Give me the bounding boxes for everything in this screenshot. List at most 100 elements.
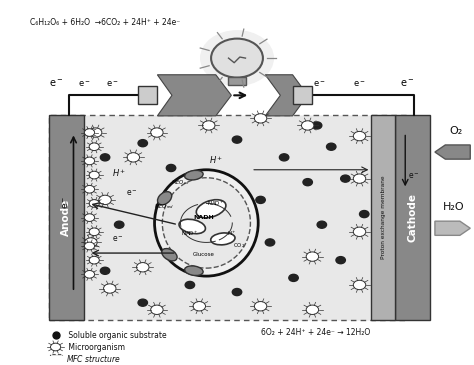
Circle shape [317, 221, 327, 228]
Circle shape [201, 31, 273, 85]
Text: e$^-$: e$^-$ [106, 79, 118, 89]
Text: $\mathit{MFC\ structure}$: $\mathit{MFC\ structure}$ [66, 353, 121, 364]
Bar [371, 115, 395, 320]
Circle shape [138, 140, 147, 147]
Bar [395, 115, 430, 320]
Circle shape [185, 281, 195, 288]
Circle shape [89, 143, 100, 150]
Circle shape [211, 39, 263, 78]
Text: e$^-$: e$^-$ [126, 189, 138, 198]
Ellipse shape [162, 178, 250, 268]
Text: H$^+$: H$^+$ [228, 229, 237, 238]
FancyArrow shape [435, 221, 470, 235]
Circle shape [51, 343, 61, 351]
Ellipse shape [185, 266, 203, 276]
Circle shape [99, 195, 111, 204]
Circle shape [84, 185, 95, 193]
Circle shape [312, 122, 322, 129]
Circle shape [100, 267, 110, 274]
Circle shape [327, 143, 336, 150]
Circle shape [84, 242, 95, 250]
Circle shape [89, 171, 100, 179]
Text: e$^-$: e$^-$ [48, 78, 63, 89]
Text: NADH: NADH [194, 215, 214, 220]
Text: e$^-$: e$^-$ [112, 235, 124, 245]
Circle shape [90, 128, 102, 137]
Bar [137, 87, 157, 104]
Text: e$^-$: e$^-$ [353, 79, 366, 89]
Circle shape [84, 157, 95, 165]
Ellipse shape [179, 219, 205, 234]
Circle shape [353, 280, 366, 290]
Text: O₂: O₂ [449, 126, 463, 136]
FancyBboxPatch shape [50, 354, 62, 363]
Ellipse shape [162, 249, 177, 261]
Polygon shape [157, 75, 231, 116]
Text: Cathode: Cathode [408, 193, 418, 242]
Polygon shape [265, 75, 308, 116]
Circle shape [353, 131, 366, 141]
Text: MEO$_{red}$: MEO$_{red}$ [154, 203, 174, 211]
Bar [228, 77, 246, 85]
Circle shape [336, 257, 346, 264]
Circle shape [232, 288, 242, 296]
Circle shape [193, 301, 206, 311]
Circle shape [138, 299, 147, 306]
Bar [48, 115, 84, 320]
Text: 6O₂ + 24H⁺ + 24e⁻ → 12H₂O: 6O₂ + 24H⁺ + 24e⁻ → 12H₂O [261, 328, 370, 337]
Ellipse shape [196, 200, 226, 218]
Circle shape [151, 305, 163, 315]
Circle shape [303, 178, 312, 186]
FancyArrow shape [435, 145, 470, 159]
FancyBboxPatch shape [48, 115, 407, 320]
Text: Microorganism: Microorganism [66, 342, 125, 351]
Circle shape [115, 221, 124, 228]
Circle shape [166, 165, 176, 172]
Circle shape [103, 284, 116, 293]
Text: e$^-$: e$^-$ [400, 78, 414, 89]
Circle shape [256, 196, 265, 203]
Circle shape [232, 136, 242, 143]
Text: H₂O: H₂O [443, 202, 465, 212]
Circle shape [306, 252, 319, 261]
Text: Glucose: Glucose [193, 252, 215, 257]
Ellipse shape [211, 233, 235, 245]
Text: C₆H₁₂O₆ + 6H₂O  →6CO₂ + 24H⁺ + 24e⁻: C₆H₁₂O₆ + 6H₂O →6CO₂ + 24H⁺ + 24e⁻ [30, 18, 180, 27]
Text: MEO$_{ox}$: MEO$_{ox}$ [171, 178, 190, 187]
Circle shape [265, 239, 275, 246]
Circle shape [353, 227, 366, 237]
Text: e$^-$: e$^-$ [62, 196, 71, 209]
Text: H$^+$: H$^+$ [112, 167, 126, 179]
Circle shape [85, 238, 97, 247]
Circle shape [301, 121, 314, 130]
Bar [292, 87, 312, 104]
Circle shape [100, 154, 110, 161]
Circle shape [151, 128, 163, 137]
Text: NAD$^+$: NAD$^+$ [207, 199, 225, 208]
Circle shape [341, 175, 350, 182]
Circle shape [84, 129, 95, 137]
Text: H$^+$: H$^+$ [209, 155, 223, 166]
Circle shape [89, 256, 100, 264]
Circle shape [202, 121, 215, 130]
Circle shape [359, 211, 369, 218]
Circle shape [84, 214, 95, 222]
Text: e$^-$: e$^-$ [78, 79, 90, 89]
Circle shape [353, 174, 366, 183]
Text: e$^-$: e$^-$ [408, 171, 419, 181]
Text: Proton exchange membrane: Proton exchange membrane [381, 176, 385, 260]
Text: NAD$^+$: NAD$^+$ [181, 229, 199, 238]
Circle shape [255, 301, 267, 311]
Ellipse shape [185, 170, 203, 180]
Circle shape [89, 200, 100, 207]
Text: Anode: Anode [61, 199, 71, 236]
Circle shape [137, 262, 149, 272]
Text: CO$_2$: CO$_2$ [233, 242, 246, 250]
Circle shape [84, 270, 95, 278]
Ellipse shape [157, 192, 172, 205]
Text: e$^-$: e$^-$ [313, 79, 326, 89]
Circle shape [255, 114, 267, 123]
Circle shape [127, 153, 139, 162]
Circle shape [306, 305, 319, 315]
Ellipse shape [155, 170, 258, 276]
